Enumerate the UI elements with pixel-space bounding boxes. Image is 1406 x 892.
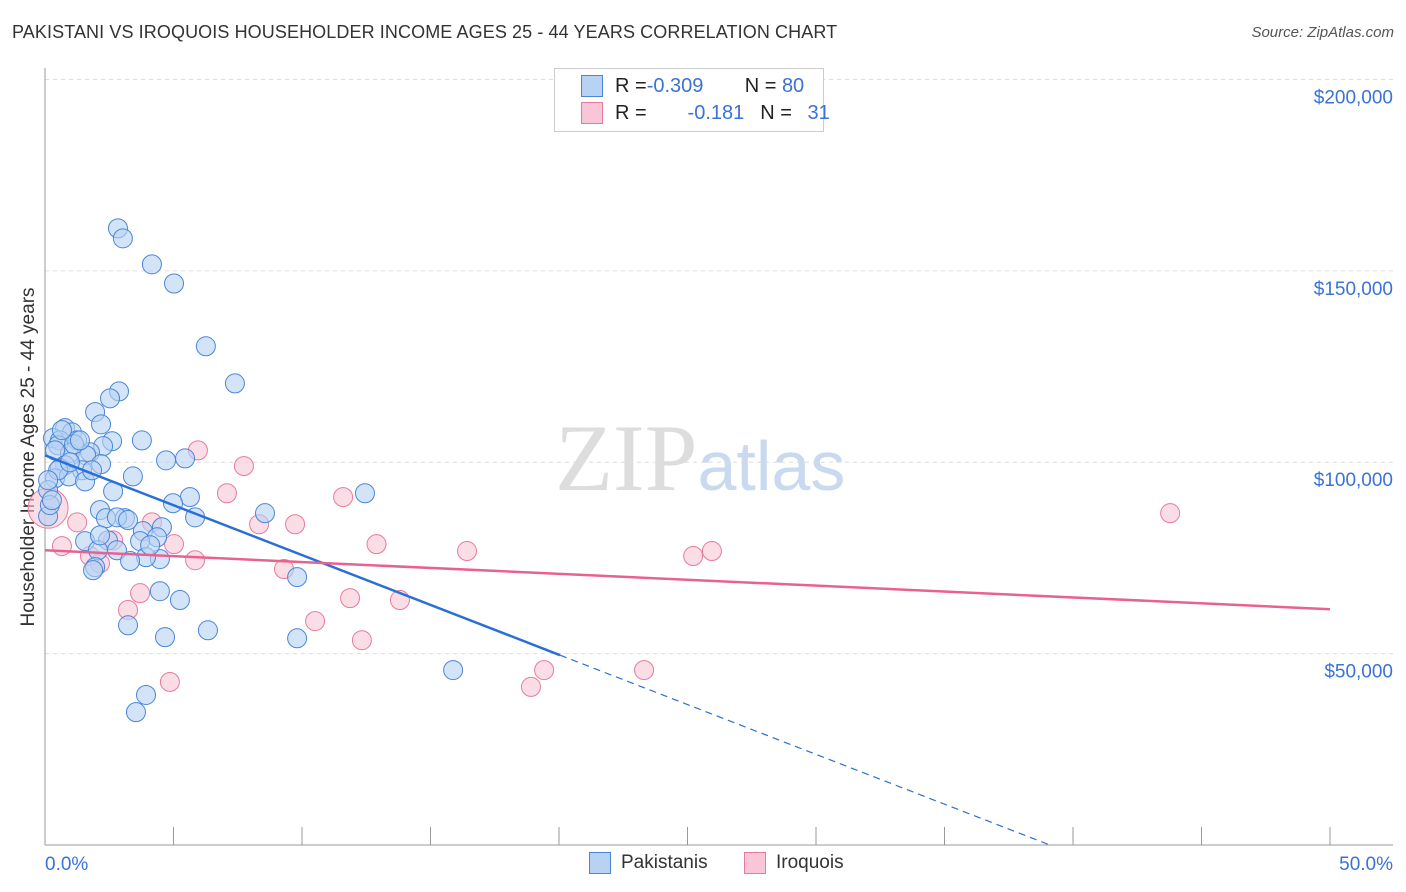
- iroquois-point: [683, 546, 704, 567]
- pakistani-point: [41, 490, 62, 511]
- iroquois-point: [634, 660, 655, 681]
- iroquois-point: [67, 512, 88, 533]
- iroquois-point: [340, 588, 361, 609]
- iroquois-point: [701, 541, 722, 562]
- pink-swatch: [744, 852, 766, 874]
- y-axis-label: Householder Income Ages 25 - 44 years: [18, 287, 39, 626]
- r-value: -0.309: [646, 74, 704, 97]
- legend-row-iroquois: R = -0.181 N = 31: [581, 100, 830, 126]
- pakistani-point: [118, 510, 139, 531]
- legend-item-pakistanis: Pakistanis: [589, 852, 708, 874]
- blue-swatch: [589, 852, 611, 874]
- y-tick-label: $50,000: [1324, 662, 1393, 683]
- x-tick-label: 50.0%: [1339, 854, 1393, 875]
- iroquois-trend-line: [44, 549, 1331, 611]
- iroquois-point: [351, 630, 372, 651]
- source-label: Source: ZipAtlas.com: [1251, 24, 1394, 41]
- pakistani-trend-extension: [559, 654, 1051, 846]
- pakistani-point: [156, 450, 177, 471]
- iroquois-point: [185, 550, 206, 571]
- iroquois-point: [305, 611, 326, 632]
- y-tick-label: $150,000: [1314, 279, 1393, 300]
- pakistani-point: [100, 388, 121, 409]
- iroquois-point: [164, 534, 185, 555]
- iroquois-point: [520, 676, 541, 697]
- pakistani-point: [83, 560, 104, 581]
- pakistani-point: [91, 414, 112, 435]
- r-value: -0.181: [687, 101, 745, 124]
- r-label: R =: [615, 101, 653, 124]
- pakistani-point: [224, 373, 245, 394]
- pakistani-trend-line: [44, 454, 561, 657]
- pakistani-point: [118, 615, 139, 636]
- iroquois-point: [285, 514, 306, 535]
- iroquois-point: [51, 536, 72, 557]
- pakistani-point: [175, 448, 196, 469]
- pakistani-point: [141, 254, 162, 275]
- pakistani-point: [51, 420, 72, 441]
- pakistani-point: [131, 430, 152, 451]
- n-value: 31: [807, 101, 830, 124]
- pakistani-point: [136, 684, 157, 705]
- pakistani-point: [287, 567, 308, 588]
- y-tick-label: $200,000: [1314, 87, 1393, 108]
- pakistani-point: [179, 487, 200, 508]
- iroquois-point: [333, 487, 354, 508]
- pakistani-point: [69, 430, 90, 451]
- iroquois-point: [366, 534, 387, 555]
- n-value: 80: [781, 74, 805, 97]
- n-label: N =: [744, 74, 782, 97]
- n-label: N =: [760, 101, 798, 124]
- pakistani-point: [354, 483, 375, 504]
- iroquois-point: [159, 671, 180, 692]
- pakistani-point: [38, 470, 59, 491]
- legend-row-pakistanis: R = -0.309 N = 80: [581, 73, 804, 99]
- pakistani-point: [287, 628, 308, 649]
- iroquois-point: [130, 583, 151, 604]
- pakistani-point: [140, 535, 161, 556]
- pakistani-point: [169, 590, 190, 611]
- r-label: R =: [615, 74, 647, 97]
- pakistani-point: [120, 550, 141, 571]
- series-label: Pakistanis: [621, 852, 708, 873]
- pakistani-point: [197, 620, 218, 641]
- pakistani-point: [254, 503, 275, 524]
- chart-title: PAKISTANI VS IROQUOIS HOUSEHOLDER INCOME…: [12, 22, 838, 42]
- pakistani-point: [122, 466, 143, 487]
- series-label: Iroquois: [776, 852, 844, 873]
- pakistani-point: [112, 228, 133, 249]
- watermark: ZIPatlas: [555, 405, 845, 511]
- iroquois-point: [1160, 503, 1181, 524]
- pink-swatch: [581, 102, 603, 124]
- iroquois-point: [534, 660, 555, 681]
- blue-swatch: [581, 75, 603, 97]
- x-tick-label: 0.0%: [45, 854, 88, 875]
- correlation-legend: R = -0.309 N = 80 R = -0.181 N = 31: [554, 68, 830, 132]
- pakistani-point: [443, 660, 464, 681]
- iroquois-point: [216, 483, 237, 504]
- legend-item-iroquois: Iroquois: [744, 852, 844, 874]
- iroquois-point: [456, 541, 477, 562]
- y-tick-label: $100,000: [1314, 470, 1393, 491]
- pakistani-point: [155, 627, 176, 648]
- iroquois-point: [233, 456, 254, 477]
- pakistani-point: [164, 273, 185, 294]
- pakistani-point: [125, 702, 146, 723]
- pakistani-point: [149, 581, 170, 602]
- pakistani-point: [89, 525, 110, 546]
- pakistani-point: [195, 336, 216, 357]
